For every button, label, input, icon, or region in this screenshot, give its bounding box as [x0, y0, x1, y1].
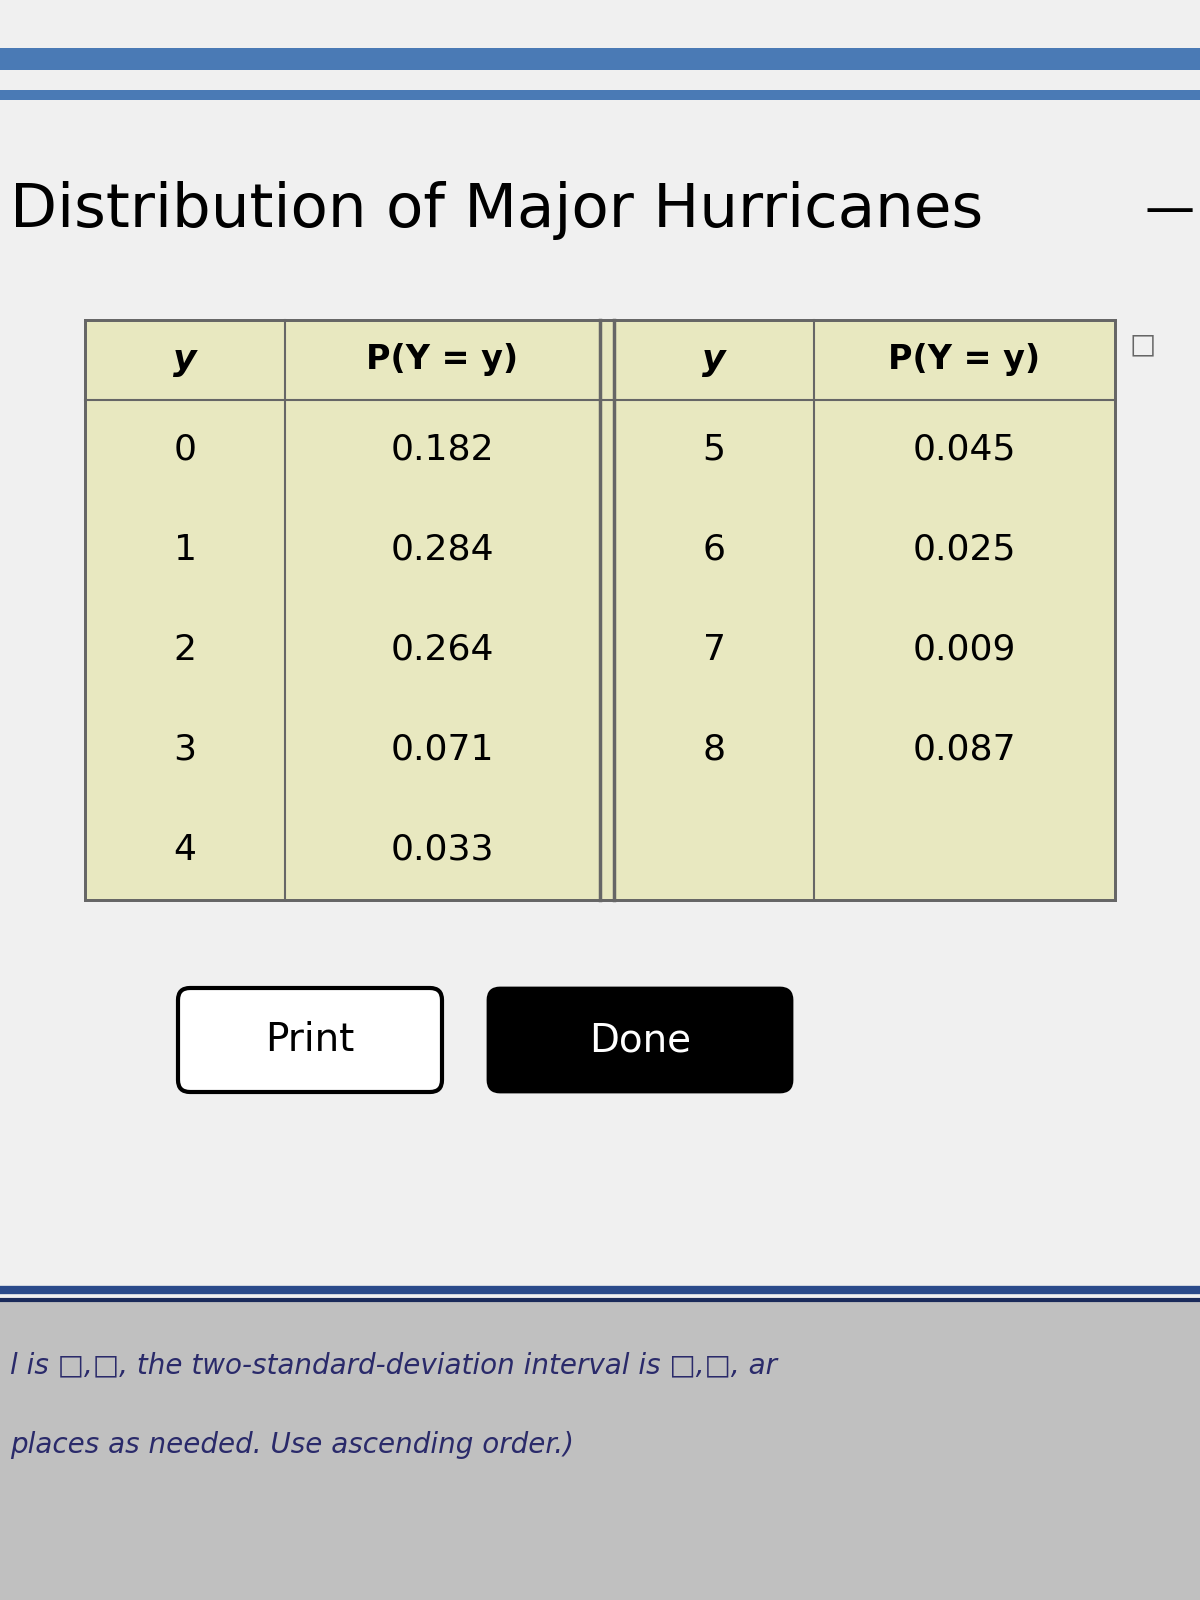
Text: 0.264: 0.264 — [391, 634, 494, 667]
Text: 7: 7 — [702, 634, 726, 667]
Bar — [0, 90, 1200, 99]
Text: 8: 8 — [702, 733, 726, 766]
Text: 2: 2 — [174, 634, 197, 667]
Text: 3: 3 — [174, 733, 197, 766]
Bar — [85, 320, 1115, 899]
Text: P(Y = y): P(Y = y) — [888, 344, 1040, 376]
Text: y: y — [702, 342, 726, 378]
Text: P(Y = y): P(Y = y) — [366, 344, 518, 376]
Text: 6: 6 — [702, 533, 726, 566]
Text: places as needed. Use ascending order.): places as needed. Use ascending order.) — [10, 1430, 574, 1459]
Text: —: — — [1145, 186, 1195, 234]
Bar — [0, 48, 1200, 70]
Text: 0.071: 0.071 — [391, 733, 494, 766]
Text: 0.033: 0.033 — [391, 834, 494, 867]
Text: 5: 5 — [702, 434, 726, 467]
Text: 1: 1 — [174, 533, 197, 566]
Text: 0.045: 0.045 — [913, 434, 1016, 467]
Text: l is □,□, the two-standard-deviation interval is □,□, ar: l is □,□, the two-standard-deviation int… — [10, 1350, 778, 1379]
FancyBboxPatch shape — [488, 987, 792, 1091]
Text: 0.087: 0.087 — [913, 733, 1016, 766]
Text: 4: 4 — [174, 834, 197, 867]
Text: 0.025: 0.025 — [913, 533, 1016, 566]
Text: 0.009: 0.009 — [913, 634, 1016, 667]
Text: Distribution of Major Hurricanes: Distribution of Major Hurricanes — [10, 181, 983, 240]
FancyBboxPatch shape — [178, 987, 442, 1091]
Text: 0.284: 0.284 — [391, 533, 494, 566]
Text: Done: Done — [589, 1021, 691, 1059]
Bar — [0, 1299, 1200, 1600]
Bar — [0, 0, 1200, 1299]
Text: □: □ — [1130, 330, 1157, 358]
Text: Print: Print — [265, 1021, 355, 1059]
Text: y: y — [173, 342, 197, 378]
Text: 0: 0 — [174, 434, 197, 467]
Text: 0.182: 0.182 — [391, 434, 494, 467]
